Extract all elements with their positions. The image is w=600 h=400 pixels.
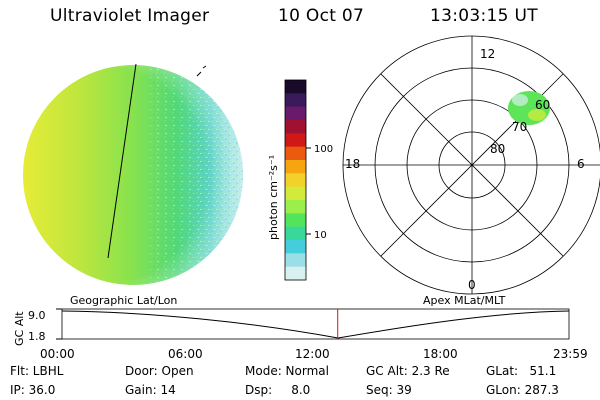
lat-label-60: 60 xyxy=(535,98,550,112)
time-tick-1200: 12:00 xyxy=(295,347,330,361)
filter-info: Flt: LBHL xyxy=(10,364,64,378)
colorbar-segment xyxy=(285,240,306,254)
apex-mlat-mlt-title: Apex MLat/MLT xyxy=(423,294,506,307)
mode-info: Mode: Normal xyxy=(245,364,329,378)
colorbar-unit-label: photon cm⁻²s⁻¹ xyxy=(267,155,280,240)
colorbar-segment xyxy=(285,93,306,108)
gc-alt-axis-label: GC Alt xyxy=(13,311,26,346)
colorbar-segment xyxy=(285,200,306,214)
altitude-curve xyxy=(61,310,570,339)
colorbar-segment xyxy=(285,253,306,268)
time-tick-2359: 23:59 xyxy=(553,347,588,361)
ip-info: IP: 36.0 xyxy=(10,383,56,397)
door-info: Door: Open xyxy=(125,364,194,378)
lat-label-80: 80 xyxy=(490,142,505,156)
colorbar-segment xyxy=(285,266,306,281)
polar-mlat-mlt-plot xyxy=(342,35,600,295)
seq-info: Seq: 39 xyxy=(366,383,412,397)
gc-alt-max: 9.0 xyxy=(28,309,46,322)
colorbar-segment xyxy=(285,186,306,201)
clock-label-6: 6 xyxy=(577,157,585,171)
date-label: 10 Oct 07 xyxy=(278,6,365,26)
colorbar-tick-10: 10 xyxy=(314,230,327,241)
glat-info: GLat: 51.1 xyxy=(486,364,557,378)
colorbar-segment xyxy=(285,226,306,241)
time-tick-0000: 00:00 xyxy=(40,347,75,361)
orbit-tick xyxy=(196,65,207,77)
colorbar-tick-100: 100 xyxy=(314,144,333,155)
dsp-info: Dsp: 8.0 xyxy=(245,383,311,397)
gc-alt-timeline-plot xyxy=(56,308,570,340)
gc-alt-min: 1.8 xyxy=(28,330,46,343)
colorbar-segment xyxy=(285,173,306,188)
colorbar-segment xyxy=(285,80,306,94)
geographic-latlon-title: Geographic Lat/Lon xyxy=(70,294,177,307)
time-tick-0600: 06:00 xyxy=(168,347,203,361)
glon-info: GLon: 287.3 xyxy=(486,383,559,397)
clock-label-0: 0 xyxy=(468,278,476,292)
colorbar-segment xyxy=(285,213,306,228)
terminator-line xyxy=(107,63,137,259)
gc-alt-info: GC Alt: 2.3 Re xyxy=(366,364,450,378)
lat-label-70: 70 xyxy=(512,120,527,134)
color-scale-bar xyxy=(285,80,306,281)
colorbar-segment xyxy=(285,146,306,161)
colorbar-segment xyxy=(285,120,306,134)
clock-label-18: 18 xyxy=(345,157,360,171)
colorbar-segment xyxy=(285,160,306,174)
imager-title: Ultraviolet Imager xyxy=(50,6,210,26)
time-label: 13:03:15 UT xyxy=(430,6,538,26)
colorbar-segment xyxy=(285,106,306,121)
clock-label-12: 12 xyxy=(480,47,495,61)
time-tick-1800: 18:00 xyxy=(423,347,458,361)
colorbar-segment xyxy=(285,133,306,148)
gain-info: Gain: 14 xyxy=(125,383,176,397)
